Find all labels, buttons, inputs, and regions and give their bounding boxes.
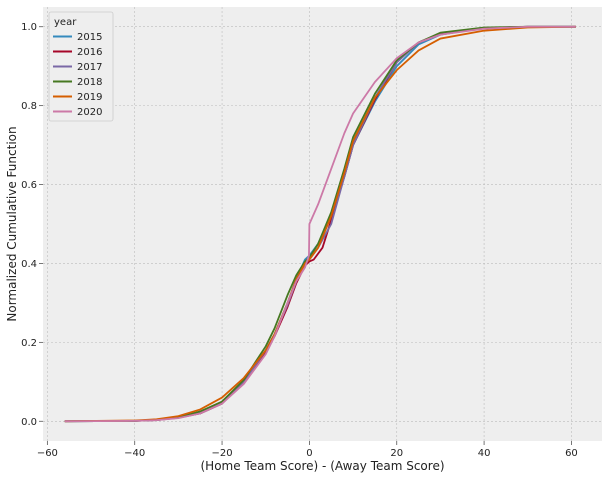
y-tick-label: 0.2 (21, 338, 37, 349)
legend-label-2016: 2016 (77, 47, 102, 58)
x-tick-label: −60 (37, 448, 58, 459)
x-tick-label: 20 (390, 448, 403, 459)
legend-label-2020: 2020 (77, 107, 102, 118)
y-tick-label: 0.8 (21, 101, 37, 112)
x-axis-ticks: −60 −40 −20 0 20 40 60 (37, 441, 578, 459)
y-tick-label: 0.0 (21, 417, 37, 428)
plot-area (43, 7, 602, 441)
y-tick-label: 1.0 (21, 22, 37, 33)
legend-label-2018: 2018 (77, 77, 102, 88)
legend-label-2015: 2015 (77, 32, 102, 43)
legend-title: year (54, 17, 77, 28)
legend-box (48, 11, 114, 122)
x-tick-label: 0 (306, 448, 312, 459)
y-axis-ticks: 0.0 0.2 0.4 0.6 0.8 1.0 (21, 22, 43, 428)
legend-label-2017: 2017 (77, 62, 102, 73)
y-tick-label: 0.4 (21, 259, 37, 270)
x-tick-label: 40 (478, 448, 491, 459)
x-axis-title: (Home Team Score) - (Away Team Score) (200, 459, 444, 473)
y-tick-label: 0.6 (21, 180, 37, 191)
series-lines (64, 25, 576, 423)
y-axis-title: Normalized Cumulative Function (5, 126, 19, 321)
x-tick-label: −20 (212, 448, 233, 459)
legend-label-2019: 2019 (77, 92, 102, 103)
x-tick-label: −40 (124, 448, 145, 459)
series-line-2020 (64, 25, 576, 423)
x-tick-label: 60 (565, 448, 578, 459)
